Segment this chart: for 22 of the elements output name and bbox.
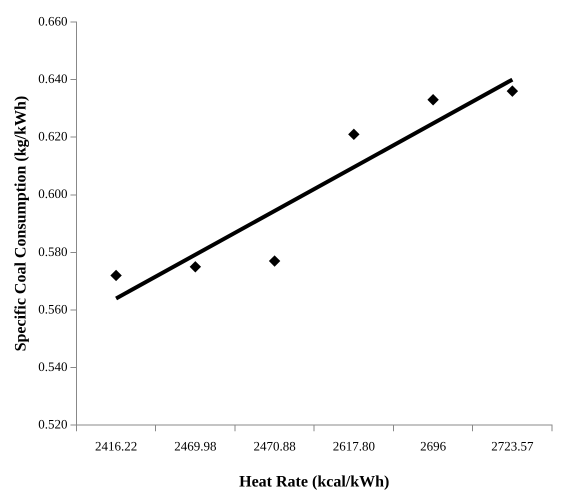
x-tick-label: 2470.88: [253, 438, 296, 454]
point: [348, 128, 360, 140]
x-axis-title: Heat Rate (kcal/kWh): [239, 474, 390, 491]
x-tick-label: 2469.98: [174, 438, 216, 454]
y-tick-label: 0.580: [38, 244, 68, 259]
point: [506, 86, 518, 97]
point: [428, 94, 439, 106]
y-axis-title: Specific Coal Consumption (kg/kWh): [12, 96, 30, 352]
x-tick-label: 2416.22: [94, 438, 138, 454]
point: [110, 270, 122, 281]
y-tick-label: 0.540: [38, 359, 68, 374]
point: [269, 256, 280, 267]
y-tick-label: 0.620: [38, 128, 68, 144]
x-tick-label: 2696: [420, 438, 447, 454]
y-tick-label: 0.560: [38, 301, 68, 316]
x-tick-label: 2723.57: [491, 438, 534, 454]
y-tick-label: 0.640: [38, 71, 68, 86]
point: [190, 261, 201, 272]
y-tick-label: 0.660: [38, 13, 68, 28]
y-tick-label: 0.520: [38, 416, 68, 432]
y-tick-label: 0.600: [38, 186, 68, 202]
x-tick-label: 2617.80: [332, 438, 375, 454]
